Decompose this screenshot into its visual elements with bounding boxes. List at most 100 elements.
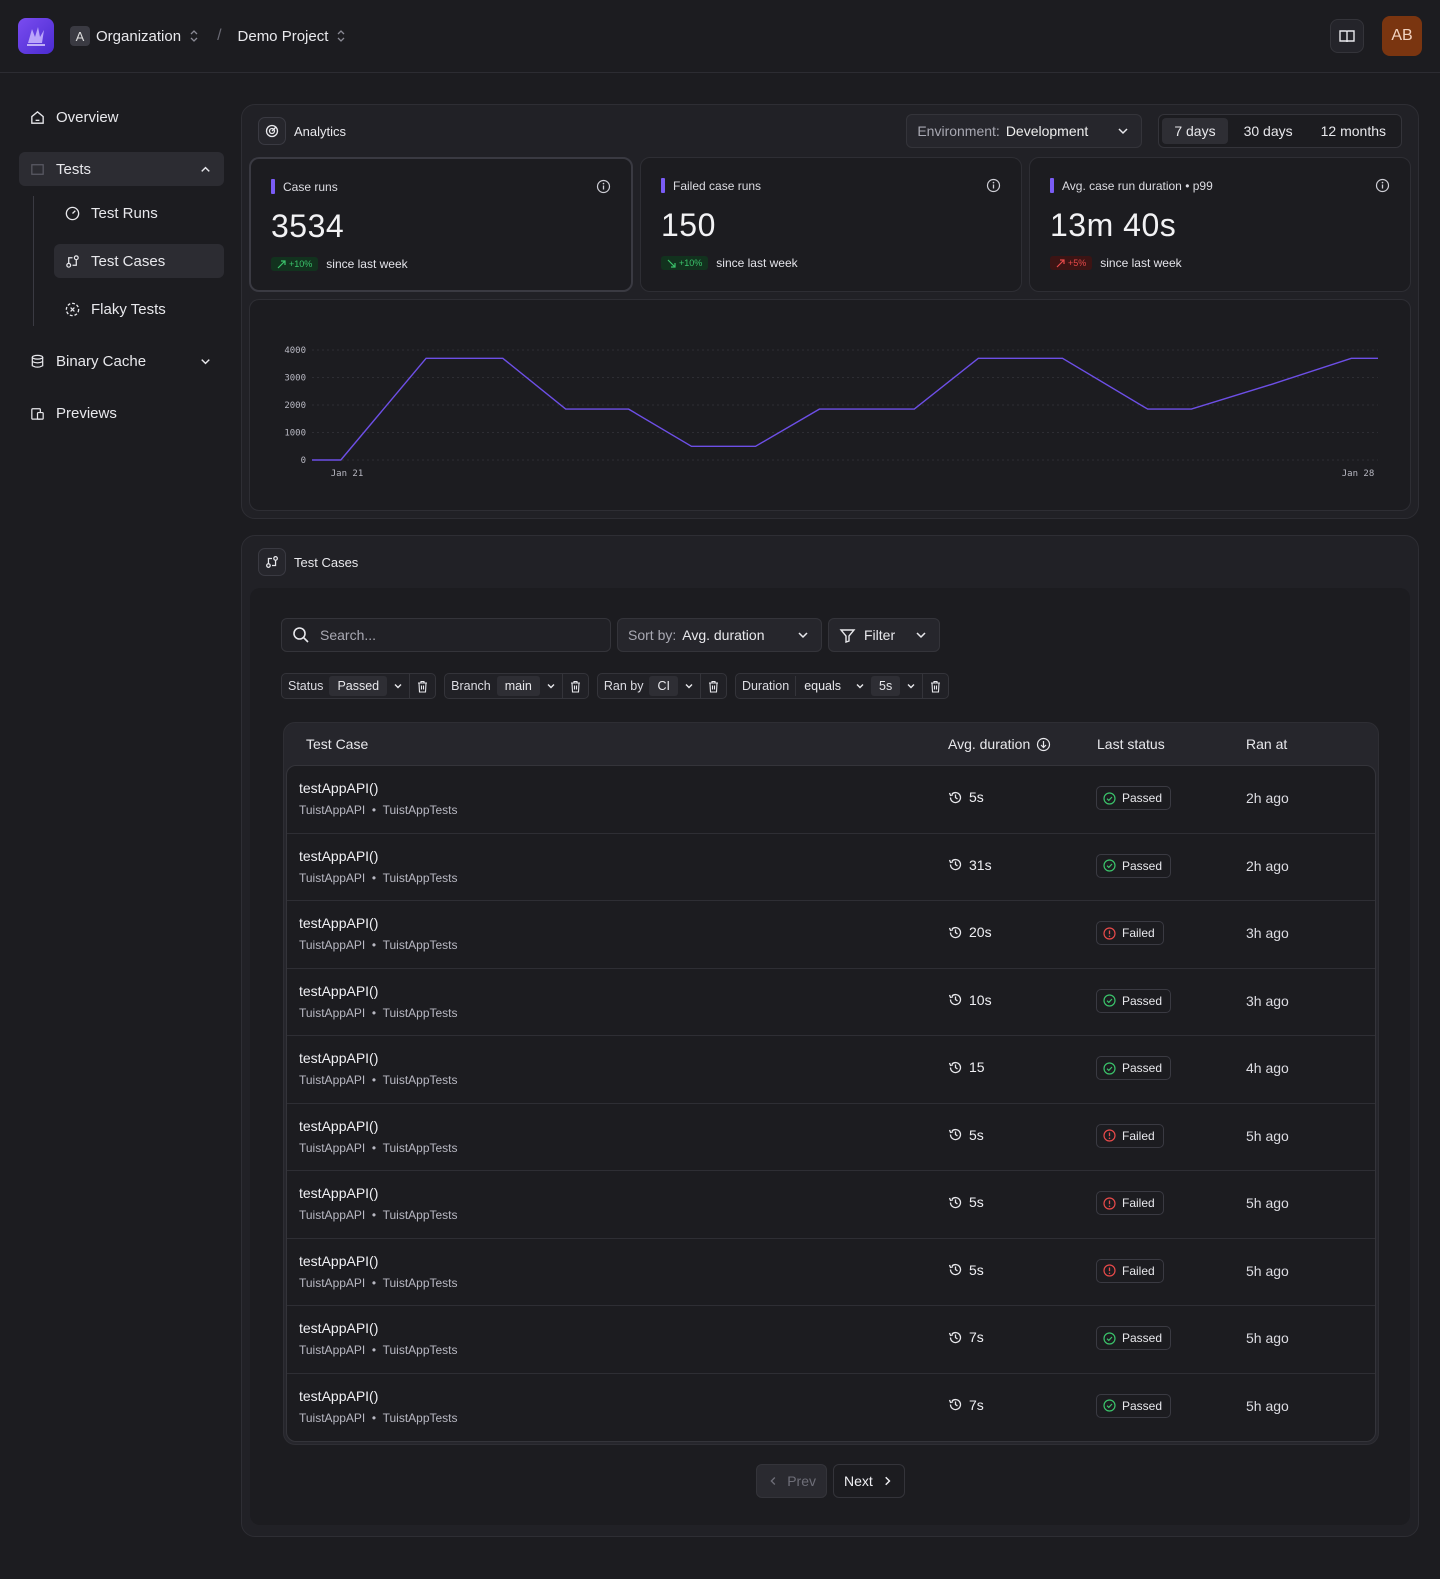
range-7-days[interactable]: 7 days [1162,118,1228,144]
range-12-months[interactable]: 12 months [1320,123,1386,139]
trend-up-icon [277,259,286,268]
search-placeholder: Search... [320,627,377,643]
prev-page-button[interactable]: Prev [756,1464,827,1498]
org-switcher[interactable]: A Organization [70,26,201,46]
table-row[interactable]: testAppAPI() TuistAppAPI • TuistAppTests 5… [287,1171,1375,1239]
sidebar-item-flaky-tests[interactable]: Flaky Tests [54,292,224,326]
chevron-down-icon[interactable] [540,680,562,692]
duration-cell: 7s [948,1397,984,1413]
prev-label: Prev [787,1473,816,1489]
table-row[interactable]: testAppAPI() TuistAppAPI • TuistAppTests 1… [287,1036,1375,1104]
filter-button[interactable]: Filter [828,618,940,652]
filter-value[interactable]: 5s [871,676,901,696]
check-circle-icon [1103,1061,1116,1075]
chevron-down-icon[interactable] [387,680,409,692]
chevron-down-icon[interactable] [678,680,700,692]
home-icon [31,110,44,124]
trash-icon[interactable] [409,673,435,699]
info-icon[interactable] [986,178,1001,193]
trash-icon[interactable] [699,673,726,699]
column-header-ran-at[interactable]: Ran at [1246,736,1288,752]
sidebar-item-overview[interactable]: Overview [19,100,224,134]
sidebar-item-binary-cache[interactable]: Binary Cache [19,344,224,378]
sidebar-item-test-runs[interactable]: Test Runs [54,196,224,230]
filter-value[interactable]: main [496,676,540,696]
test-case-module: TuistAppAPI • TuistAppTests [299,870,458,885]
column-header-test-case[interactable]: Test Case [306,736,369,752]
ran-at-cell: 3h ago [1246,925,1289,941]
table-row[interactable]: testAppAPI() TuistAppAPI • TuistAppTests 3… [287,834,1375,901]
trash-icon[interactable] [561,673,588,699]
table-row[interactable]: testAppAPI() TuistAppAPI • TuistAppTests 5… [287,766,1375,834]
info-icon[interactable] [596,179,611,194]
info-icon[interactable] [1375,178,1390,193]
status-text: Passed [1122,791,1163,805]
history-icon [948,791,962,803]
search-input[interactable]: Search... [281,618,611,652]
column-header-avg-duration[interactable]: Avg. duration [948,736,1051,752]
org-avatar: A [70,26,90,46]
trend-up-icon [1056,258,1065,267]
test-case-module: TuistAppAPI • TuistAppTests [299,938,458,952]
metrics-row: Case runs 3534 +10% since last week Fail… [242,157,1418,292]
pagination: Prev Next [756,1464,905,1498]
ran-at-cell: 5h ago [1246,1262,1289,1279]
project-name: Demo Project [237,27,329,45]
table-row[interactable]: testAppAPI() TuistAppAPI • TuistAppTests 7… [287,1374,1375,1442]
app-logo[interactable] [18,18,54,54]
filter-operator[interactable]: equals [795,676,849,696]
metric-color-bar [271,179,275,194]
table-row[interactable]: testAppAPI() TuistAppAPI • TuistAppTests 5… [287,1239,1375,1306]
status-badge: Passed [1096,1326,1172,1350]
check-circle-icon [1103,1399,1116,1412]
column-header-last-status[interactable]: Last status [1097,736,1165,752]
range-30-days[interactable]: 30 days [1243,123,1293,139]
sidebar-item-previews[interactable]: Previews [19,396,224,430]
filter-value[interactable]: CI [649,676,678,696]
chevron-up-down-icon [190,30,198,42]
duration-cell: 10s [948,992,992,1008]
sort-select[interactable]: Sort by: Avg. duration [617,618,822,652]
ran-at-cell: 2h ago [1246,790,1289,806]
trash-icon[interactable] [922,673,948,699]
sidebar-item-tests[interactable]: Tests [19,152,224,186]
module-name: TuistAppAPI [299,1140,366,1155]
test-case-name: testAppAPI() [299,1387,379,1404]
breadcrumb-separator: / [217,27,222,44]
ran-at-cell: 5h ago [1246,1195,1289,1211]
status-badge: Failed [1096,1258,1164,1283]
metric-value: 150 [661,207,716,243]
chevron-down-icon[interactable] [849,680,871,692]
duration-value: 5s [969,1194,984,1210]
line-chart-panel: 0 1000 2000 3000 4000 Jan 21 Jan 28 [249,299,1411,511]
metric-card-case-runs[interactable]: Case runs 3534 +10% since last week [249,157,633,292]
docs-button[interactable] [1330,19,1364,53]
ran-at-cell: 2h ago [1246,857,1289,874]
top-bar: A Organization / Demo Project AB [0,0,1440,73]
table-row[interactable]: testAppAPI() TuistAppAPI • TuistAppTests 2… [287,901,1375,969]
status-text: Failed [1122,1128,1155,1143]
sidebar-item-label: Flaky Tests [91,300,166,318]
environment-select[interactable]: Environment: Development [906,114,1143,148]
metric-card-failed-case-runs[interactable]: Failed case runs 150 +10% since last wee… [640,157,1022,292]
environment-value: Development [1005,123,1089,139]
filter-key: Duration [741,679,790,693]
status-badge: Passed [1096,1393,1172,1418]
sidebar-item-test-cases[interactable]: Test Cases [54,244,224,278]
status-text: Passed [1122,1398,1163,1413]
filter-value[interactable]: Passed [329,676,388,696]
test-case-name: testAppAPI() [299,915,379,931]
project-switcher[interactable]: Demo Project [238,28,349,45]
chevron-down-icon[interactable] [900,680,922,692]
column-header-label: Avg. duration [948,736,1031,752]
filter-chip-status: Status Passed [281,673,437,699]
trend-suffix: since last week [716,256,798,270]
user-avatar[interactable]: AB [1382,16,1422,56]
table-row[interactable]: testAppAPI() TuistAppAPI • TuistAppTests 7… [287,1306,1375,1374]
table-row[interactable]: testAppAPI() TuistAppAPI • TuistAppTests 1… [287,969,1375,1036]
metric-card-avg-duration[interactable]: Avg. case run duration • p99 13m 40s +5%… [1029,157,1411,292]
table-row[interactable]: testAppAPI() TuistAppAPI • TuistAppTests 5… [287,1104,1375,1171]
next-page-button[interactable]: Next [833,1464,905,1498]
test-case-module: TuistAppAPI • TuistAppTests [299,1073,458,1087]
trend-down-icon [667,259,676,268]
